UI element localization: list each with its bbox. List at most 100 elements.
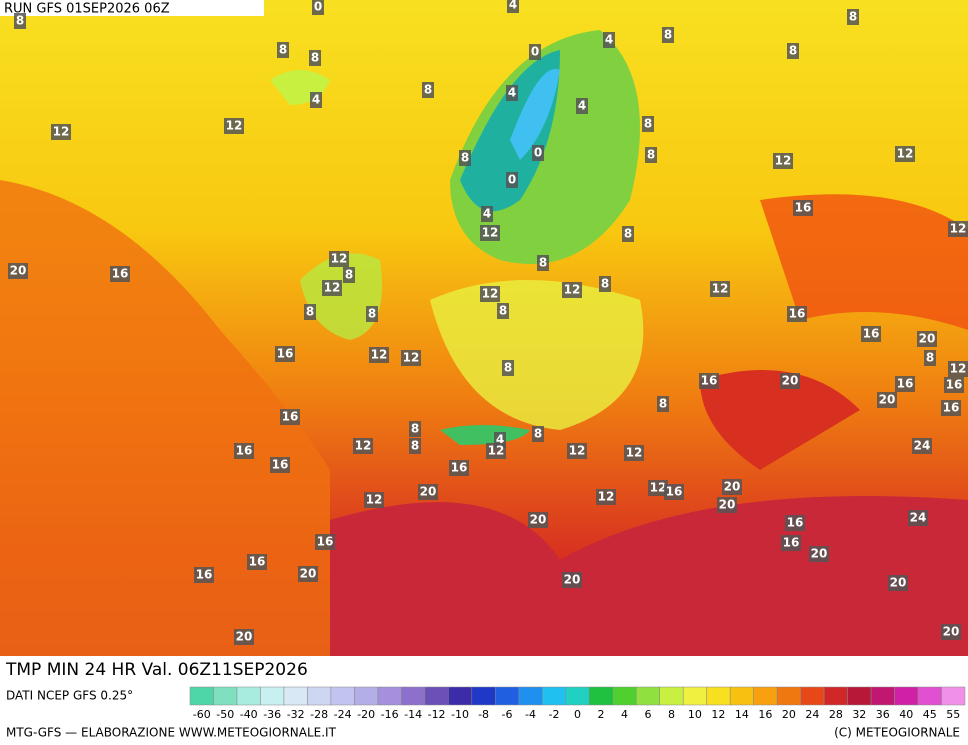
scale-label: -4 bbox=[525, 708, 536, 721]
map-label: 12 bbox=[650, 481, 667, 495]
scale-cell bbox=[659, 686, 684, 706]
label-box bbox=[657, 396, 669, 412]
scale-cell bbox=[941, 686, 966, 706]
map-label: 16 bbox=[946, 378, 963, 392]
label-box bbox=[234, 443, 254, 459]
label-box bbox=[787, 306, 807, 322]
label-box bbox=[917, 331, 937, 347]
label-box bbox=[310, 92, 322, 108]
scale-cell bbox=[847, 686, 872, 706]
map-label: 8 bbox=[306, 305, 314, 319]
scale-label: 32 bbox=[852, 708, 866, 721]
map-label: 8 bbox=[16, 14, 24, 28]
map-label: 4 bbox=[312, 93, 320, 107]
map-label: 16 bbox=[451, 461, 468, 475]
label-box bbox=[353, 438, 373, 454]
label-box bbox=[645, 147, 657, 163]
label-box bbox=[315, 534, 335, 550]
map-label: 12 bbox=[482, 226, 499, 240]
label-box bbox=[329, 251, 349, 267]
map-label: 20 bbox=[420, 485, 437, 499]
scale-cell bbox=[588, 686, 613, 706]
label-box bbox=[409, 421, 421, 437]
map-label: 20 bbox=[919, 332, 936, 346]
map-label: 8 bbox=[411, 422, 419, 436]
map-label: 12 bbox=[712, 282, 729, 296]
scale-label: 12 bbox=[711, 708, 725, 721]
label-box bbox=[861, 326, 881, 342]
scale-label: 6 bbox=[644, 708, 651, 721]
label-box bbox=[948, 221, 968, 237]
scale-label: 0 bbox=[574, 708, 581, 721]
label-box bbox=[793, 200, 813, 216]
label-box bbox=[304, 304, 316, 320]
scale-label: -10 bbox=[451, 708, 469, 721]
scale-label: -6 bbox=[502, 708, 513, 721]
scale-cell bbox=[448, 686, 473, 706]
credit: MTG-GFS — ELABORAZIONE WWW.METEOGIORNALE… bbox=[6, 726, 337, 740]
scale-label: -12 bbox=[428, 708, 446, 721]
label-box bbox=[298, 566, 318, 582]
map-label: 20 bbox=[564, 573, 581, 587]
map-label: 4 bbox=[483, 207, 491, 221]
map-label: 8 bbox=[664, 28, 672, 42]
map-label: 16 bbox=[783, 536, 800, 550]
scale-cell bbox=[495, 686, 520, 706]
map-label: 8 bbox=[368, 307, 376, 321]
scale-label: -40 bbox=[240, 708, 258, 721]
color-scale: -60 -50 -40 -36 -32 -28 -24 -20 -16 -14 -12 -10 -8 -6… bbox=[189, 686, 966, 721]
label-box bbox=[847, 9, 859, 25]
map-label: 8 bbox=[279, 43, 287, 57]
label-box bbox=[247, 554, 267, 570]
map-label: 12 bbox=[569, 444, 586, 458]
scale-label: 45 bbox=[923, 708, 937, 721]
scale-cell bbox=[729, 686, 754, 706]
label-box bbox=[502, 360, 514, 376]
map-label: 4 bbox=[605, 33, 613, 47]
map-label: 0 bbox=[314, 0, 322, 14]
scale-cell bbox=[800, 686, 825, 706]
scale-cell bbox=[753, 686, 778, 706]
label-box bbox=[664, 484, 684, 500]
scale-label: -2 bbox=[549, 708, 560, 721]
map-label: 20 bbox=[724, 480, 741, 494]
map-label: 8 bbox=[424, 83, 432, 97]
map-label: 8 bbox=[461, 151, 469, 165]
label-box bbox=[710, 281, 730, 297]
label-box bbox=[480, 225, 500, 241]
label-box bbox=[481, 206, 493, 222]
map-label: 16 bbox=[789, 307, 806, 321]
label-box bbox=[599, 276, 611, 292]
source-label: DATI NCEP GFS 0.25° bbox=[6, 689, 133, 703]
label-box bbox=[877, 392, 897, 408]
map-label: 8 bbox=[534, 427, 542, 441]
map-label: 12 bbox=[403, 351, 420, 365]
map-label: 0 bbox=[534, 146, 542, 160]
map-label: 12 bbox=[950, 362, 967, 376]
map-label: 20 bbox=[879, 393, 896, 407]
label-box bbox=[277, 42, 289, 58]
label-box bbox=[717, 497, 737, 513]
label-box bbox=[449, 460, 469, 476]
label-box bbox=[110, 266, 130, 282]
scale-label: 8 bbox=[668, 708, 675, 721]
label-box bbox=[912, 438, 932, 454]
label-box bbox=[787, 43, 799, 59]
map-label: 12 bbox=[53, 125, 70, 139]
scale-cell bbox=[471, 686, 496, 706]
scale-cell bbox=[518, 686, 543, 706]
map: RUN GFS 01SEP2026 06Z bbox=[0, 0, 968, 656]
map-label: 16 bbox=[196, 568, 213, 582]
scale-label: -24 bbox=[334, 708, 352, 721]
label-box bbox=[497, 303, 509, 319]
label-box bbox=[642, 116, 654, 132]
label-box bbox=[944, 377, 964, 393]
map-label: 12 bbox=[598, 490, 615, 504]
map-label: 12 bbox=[897, 147, 914, 161]
map-label: 4 bbox=[496, 433, 504, 447]
map-label: 8 bbox=[539, 256, 547, 270]
scale-cell bbox=[894, 686, 919, 706]
label-box bbox=[662, 27, 674, 43]
